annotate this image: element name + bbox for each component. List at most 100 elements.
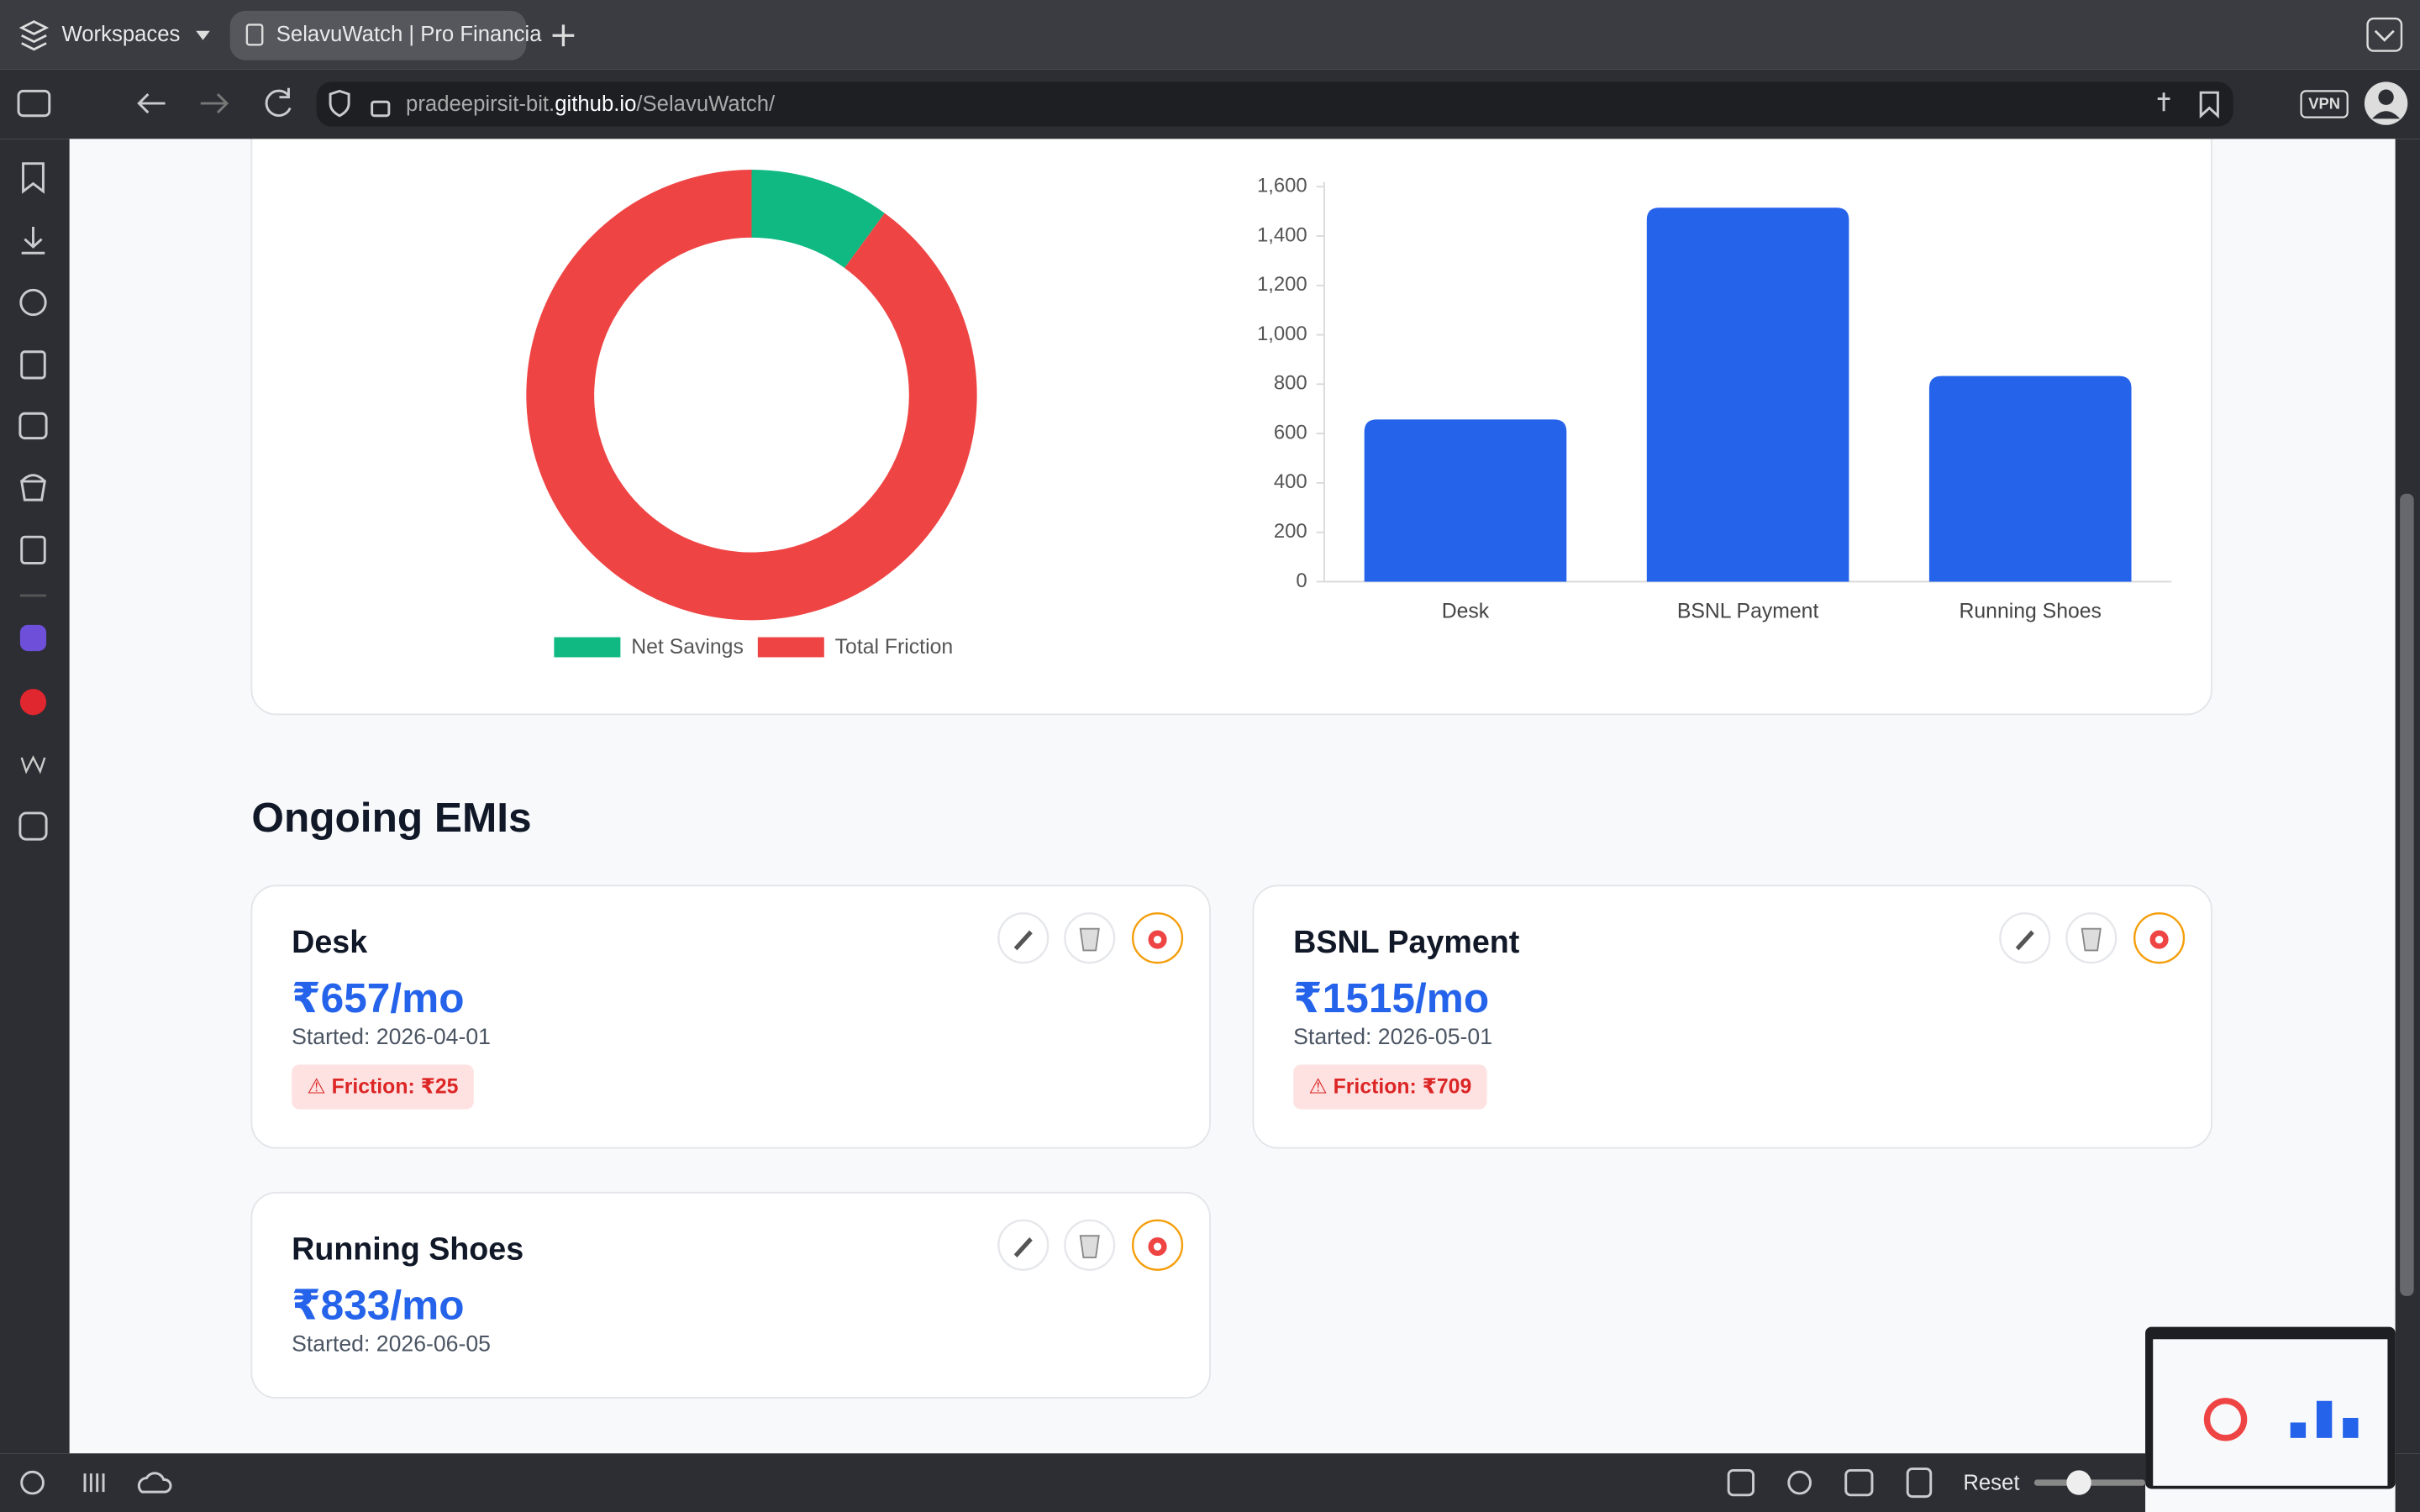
trash-icon: [2081, 927, 2102, 952]
tab-icon: [245, 24, 264, 46]
friction-badge: [1293, 1064, 1487, 1110]
legend-swatch: [757, 637, 824, 658]
profile-body: [2372, 111, 2401, 119]
back[interactable]: [137, 93, 166, 114]
friction-label: ⚠ Friction: ₹709: [1309, 1075, 1472, 1098]
charts: Net Savings Total Friction 0 200 400 600 800 1,…: [526, 170, 2132, 659]
wikipedia[interactable]: [20, 755, 46, 774]
zoom-knob[interactable]: [2066, 1470, 2091, 1495]
reading[interactable]: [19, 474, 46, 501]
workspaces-icon: [18, 20, 50, 51]
target-center: [1153, 935, 1162, 944]
tab[interactable]: [229, 10, 527, 60]
vpn-badge[interactable]: [2300, 90, 2349, 118]
y-tick-label: 600: [1274, 421, 1307, 444]
y-tick-label: 1,000: [1257, 323, 1307, 345]
bookmarks[interactable]: [22, 162, 45, 194]
workspaces-label[interactable]: Workspaces: [61, 23, 180, 46]
tab-preview-page: [2153, 1339, 2388, 1486]
address-icons[interactable]: [2157, 91, 2219, 119]
settings[interactable]: [20, 1470, 45, 1495]
edit-icon: [1013, 930, 1033, 951]
mastodon[interactable]: [19, 624, 47, 652]
new-tab[interactable]: [552, 24, 575, 47]
sidebar-icons: [18, 162, 48, 841]
donut-slice: [526, 170, 977, 621]
tiling[interactable]: [83, 1473, 105, 1493]
emi-started: Started: 2026-04-01: [292, 1024, 491, 1049]
sync[interactable]: [137, 1472, 172, 1494]
vpn-label[interactable]: VPN: [2308, 95, 2340, 113]
x-tick-label: BSNL Payment: [1677, 601, 1819, 623]
emi-amount: ₹657/mo: [292, 974, 464, 1021]
downloads[interactable]: [21, 227, 45, 255]
legend-label: Total Friction: [835, 636, 953, 659]
url-pre: pradeepirsit-bit.: [406, 92, 555, 116]
scrollbar-thumb[interactable]: [2400, 493, 2414, 1296]
preview-bar: [2343, 1417, 2359, 1438]
section-title: Ongoing EMIs: [251, 794, 531, 841]
tab-menu-caret: [2374, 29, 2395, 42]
reader[interactable]: [20, 535, 46, 564]
sidebar: [0, 139, 70, 1454]
emi-card: BSNL Payment ₹1515/mo Started: 2026-05-01 ⚠…: [1252, 885, 2212, 1149]
emi-name: Desk: [292, 924, 367, 959]
capture[interactable]: [1787, 1470, 1812, 1495]
panel-toggle[interactable]: [17, 89, 51, 118]
y-tick-label: 1,400: [1257, 223, 1307, 246]
history[interactable]: [19, 288, 47, 317]
legend-label: Net Savings: [631, 636, 744, 659]
y-tick-label: 1,600: [1257, 175, 1307, 197]
x-tick-label: Running Shoes: [1959, 601, 2101, 623]
y-tick-label: 400: [1274, 470, 1307, 493]
shield: [329, 89, 350, 118]
status-icons: [20, 1467, 1933, 1499]
bar: [1364, 419, 1567, 582]
trash-icon: [1079, 927, 1100, 952]
bar: [1928, 375, 2132, 582]
add-panel[interactable]: [18, 811, 48, 841]
notes[interactable]: [20, 350, 46, 380]
tab-menu[interactable]: [2366, 17, 2403, 52]
forward[interactable]: [200, 93, 229, 114]
url[interactable]: pradeepirsit-bit.github.io/SelavuWatch/: [406, 92, 776, 116]
target-center: [1153, 1242, 1162, 1251]
y-tick-label: 200: [1274, 520, 1307, 543]
emi-amount: ₹1515/mo: [1293, 974, 1489, 1021]
fullscreen[interactable]: [1727, 1468, 1754, 1497]
friction-badge: [292, 1064, 474, 1110]
emi-amount: ₹833/mo: [292, 1282, 464, 1329]
card-bg: [250, 885, 1211, 1149]
y-tick-label: 800: [1274, 372, 1307, 395]
url-post: /SelavuWatch/: [636, 92, 776, 116]
workspaces-caret[interactable]: [196, 30, 210, 40]
translate[interactable]: [18, 412, 48, 440]
emi-name: BSNL Payment: [1293, 924, 1520, 959]
vivaldi[interactable]: [19, 689, 47, 716]
tab-title[interactable]: SelavuWatch | Pro Financia: [276, 23, 542, 46]
tile[interactable]: [1844, 1468, 1874, 1497]
reload[interactable]: [265, 87, 292, 117]
preview-donut: [2203, 1398, 2248, 1441]
url-host: github.io: [555, 92, 636, 116]
edit-icon: [2015, 930, 2034, 951]
legend-swatch: [554, 637, 621, 658]
edit-icon: [1013, 1237, 1033, 1257]
donut-slice: [751, 170, 885, 268]
zoom-reset[interactable]: Reset: [1963, 1472, 2019, 1495]
lock: [371, 100, 391, 118]
emi-card: Desk ₹657/mo Started: 2026-04-01 ⚠ Friction…: [250, 885, 1211, 1149]
friction-label: ⚠ Friction: ₹25: [308, 1075, 459, 1098]
page-actions[interactable]: [1906, 1467, 1933, 1499]
card-bg: [1252, 885, 2212, 1149]
address-bar[interactable]: [316, 81, 2233, 127]
emi-started: Started: 2026-05-01: [1293, 1024, 1492, 1049]
bar: [1646, 207, 1849, 582]
x-tick-label: Desk: [1442, 601, 1490, 623]
trash-icon: [1079, 1235, 1100, 1258]
emi-name: Running Shoes: [292, 1231, 523, 1267]
target-center: [2155, 935, 2164, 944]
status-bar: [0, 1453, 2146, 1512]
